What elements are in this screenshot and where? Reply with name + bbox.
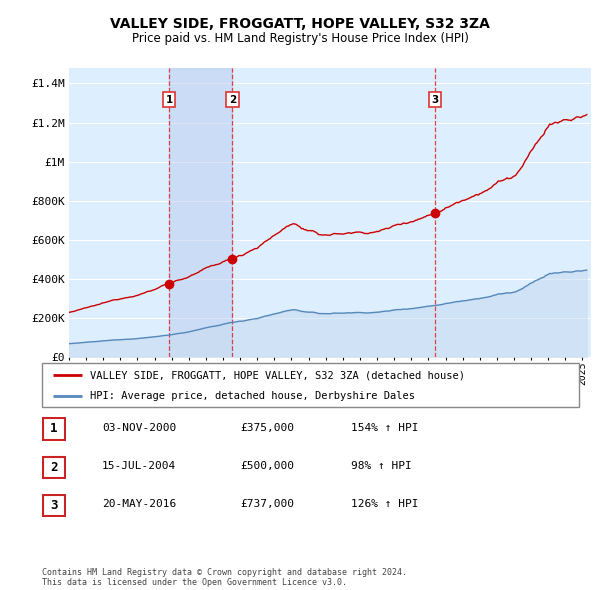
Text: 1: 1 <box>50 422 58 435</box>
Text: 2: 2 <box>50 461 58 474</box>
Text: 2: 2 <box>229 94 236 104</box>
Text: 154% ↑ HPI: 154% ↑ HPI <box>351 423 419 432</box>
Text: 03-NOV-2000: 03-NOV-2000 <box>102 423 176 432</box>
Text: £737,000: £737,000 <box>240 500 294 509</box>
Text: £500,000: £500,000 <box>240 461 294 471</box>
Text: Price paid vs. HM Land Registry's House Price Index (HPI): Price paid vs. HM Land Registry's House … <box>131 32 469 45</box>
Text: HPI: Average price, detached house, Derbyshire Dales: HPI: Average price, detached house, Derb… <box>91 391 415 401</box>
Text: 3: 3 <box>50 499 58 512</box>
Text: VALLEY SIDE, FROGGATT, HOPE VALLEY, S32 3ZA (detached house): VALLEY SIDE, FROGGATT, HOPE VALLEY, S32 … <box>91 371 466 380</box>
Bar <box>169 68 232 357</box>
Text: 3: 3 <box>431 94 439 104</box>
Text: 20-MAY-2016: 20-MAY-2016 <box>102 500 176 509</box>
Text: 1: 1 <box>166 94 173 104</box>
Text: Contains HM Land Registry data © Crown copyright and database right 2024.
This d: Contains HM Land Registry data © Crown c… <box>42 568 407 587</box>
Text: 98% ↑ HPI: 98% ↑ HPI <box>351 461 412 471</box>
Text: £375,000: £375,000 <box>240 423 294 432</box>
Text: VALLEY SIDE, FROGGATT, HOPE VALLEY, S32 3ZA: VALLEY SIDE, FROGGATT, HOPE VALLEY, S32 … <box>110 17 490 31</box>
Text: 15-JUL-2004: 15-JUL-2004 <box>102 461 176 471</box>
Text: 126% ↑ HPI: 126% ↑ HPI <box>351 500 419 509</box>
